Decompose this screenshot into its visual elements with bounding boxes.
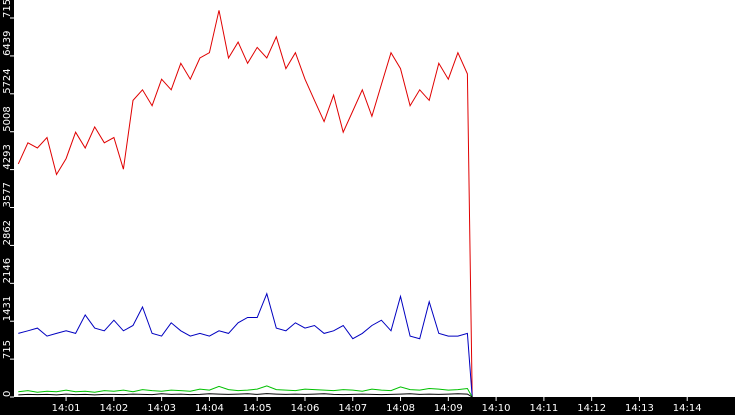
- y-tick-label: 4293: [2, 144, 13, 169]
- x-tick-label: 14:06: [291, 403, 320, 414]
- x-tick-label: 14:11: [529, 403, 558, 414]
- y-tick-label: 2862: [2, 220, 13, 245]
- x-axis-bar: [0, 397, 735, 415]
- x-tick-label: 14:13: [625, 403, 654, 414]
- series-line: [18, 385, 473, 398]
- x-tick-label: 14:07: [338, 403, 367, 414]
- x-tick-label: 14:08: [386, 403, 415, 414]
- x-tick-label: 14:12: [577, 403, 606, 414]
- series-line: [18, 393, 473, 398]
- series-line: [18, 292, 473, 398]
- x-tick-label: 14:10: [482, 403, 511, 414]
- y-tick-label: 1431: [2, 296, 13, 321]
- y-tick-label: 3577: [2, 182, 13, 207]
- x-tick-label: 14:05: [243, 403, 272, 414]
- y-tick-label: 7155: [2, 0, 13, 18]
- x-tick-label: 14:04: [195, 403, 224, 414]
- y-tick-label: 6439: [2, 30, 13, 55]
- x-tick-label: 14:03: [147, 403, 176, 414]
- x-tick-label: 14:01: [52, 403, 81, 414]
- y-tick-label: 0: [2, 391, 13, 397]
- x-tick-label: 14:02: [99, 403, 128, 414]
- y-tick-label: 2146: [2, 258, 13, 283]
- x-tick-label: 14:14: [673, 403, 702, 414]
- x-tick-label: 14:09: [434, 403, 463, 414]
- y-tick-label: 5008: [2, 106, 13, 131]
- y-axis-bar: [0, 0, 14, 415]
- y-tick-label: 715: [2, 340, 13, 359]
- y-tick-label: 5724: [2, 68, 13, 93]
- series-line: [17, 10, 473, 398]
